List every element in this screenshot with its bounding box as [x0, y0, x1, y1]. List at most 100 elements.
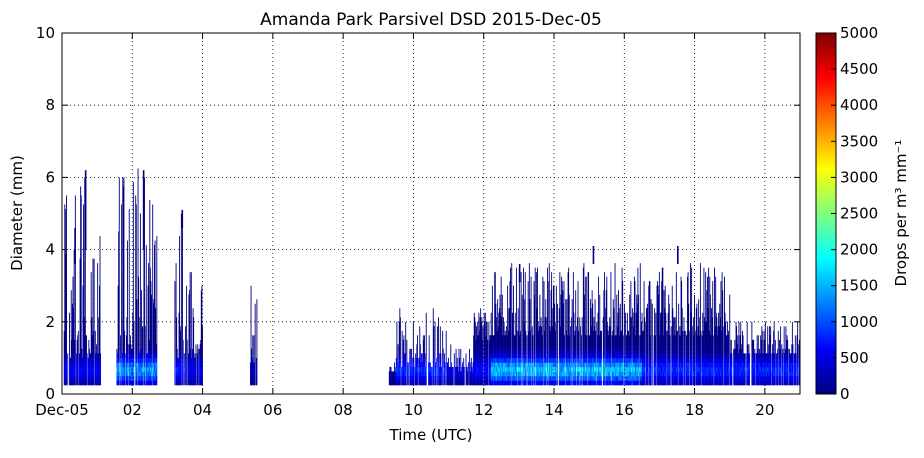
heatmap-cell — [412, 362, 414, 368]
heatmap-cell — [496, 339, 497, 345]
heatmap-cell — [144, 317, 145, 323]
heatmap-cell — [123, 272, 125, 277]
heatmap-cell — [97, 290, 99, 296]
heatmap-cell — [155, 353, 157, 359]
heatmap-cell — [515, 339, 517, 345]
heatmap-cell — [154, 312, 156, 318]
heatmap-cell — [197, 344, 199, 350]
heatmap-cell — [138, 375, 140, 381]
heatmap-cell — [496, 344, 497, 350]
heatmap-cell — [132, 199, 134, 205]
heatmap-cell — [484, 339, 486, 345]
heatmap-cell — [128, 281, 130, 286]
heatmap-cell — [509, 330, 511, 336]
heatmap-cell — [201, 321, 203, 327]
heatmap-cell — [156, 267, 158, 273]
heatmap-cell — [189, 375, 190, 381]
heatmap-cell — [253, 375, 255, 381]
heatmap-cell — [118, 281, 120, 286]
heatmap-cell — [477, 353, 479, 359]
heatmap-cell — [151, 312, 152, 318]
heatmap-cell — [419, 380, 421, 386]
heatmap-cell — [122, 222, 124, 228]
heatmap-cell — [87, 357, 89, 363]
heatmap-cell — [137, 308, 139, 314]
heatmap-cell — [483, 330, 485, 336]
heatmap-cell — [498, 321, 500, 327]
heatmap-cell — [154, 299, 155, 305]
heatmap-cell — [74, 380, 76, 386]
heatmap-cell — [73, 344, 75, 350]
heatmap-cell — [499, 348, 501, 354]
heatmap-cell — [388, 375, 390, 381]
heatmap-cell — [495, 321, 497, 327]
heatmap-cell — [152, 213, 154, 219]
heatmap-cell — [149, 326, 151, 332]
heatmap-cell — [489, 339, 490, 345]
heatmap-cell — [202, 375, 203, 381]
heatmap-cell — [98, 312, 100, 318]
heatmap-cell — [132, 245, 134, 250]
heatmap-cell — [129, 366, 131, 372]
heatmap-cell — [428, 375, 430, 381]
heatmap-cell — [98, 375, 100, 381]
heatmap-cell — [128, 303, 130, 309]
heatmap-cell — [412, 339, 414, 345]
heatmap-cell — [148, 339, 150, 345]
heatmap-cell — [63, 362, 65, 368]
heatmap-cell — [178, 326, 180, 332]
heatmap-cell — [480, 357, 482, 363]
heatmap-cell — [118, 236, 120, 241]
heatmap-cell — [390, 380, 391, 386]
heatmap-cell — [459, 375, 461, 381]
heatmap-cell — [96, 357, 98, 363]
heatmap-cell — [178, 339, 180, 345]
heatmap-cell — [141, 371, 143, 377]
heatmap-cell — [117, 375, 119, 381]
heatmap-cell — [471, 375, 473, 381]
heatmap-cell — [131, 357, 133, 363]
heatmap-cell — [119, 335, 121, 341]
heatmap-cell — [149, 330, 151, 336]
heatmap-cell — [457, 380, 459, 386]
heatmap-cell — [74, 375, 76, 381]
heatmap-cell — [154, 290, 155, 296]
heatmap-cell — [100, 353, 102, 359]
heatmap-cell — [503, 339, 504, 345]
heatmap-cell — [64, 240, 66, 246]
heatmap-cell — [458, 371, 460, 377]
heatmap-cell — [447, 375, 449, 381]
heatmap-cell — [463, 371, 465, 377]
heatmap-cell — [515, 353, 517, 359]
heatmap-cell — [123, 317, 125, 323]
heatmap-cell — [81, 348, 83, 354]
heatmap-cell — [434, 330, 436, 336]
heatmap-cell — [132, 240, 134, 246]
heatmap-cell — [499, 362, 501, 368]
heatmap-cell — [124, 339, 125, 345]
heatmap-cell — [66, 339, 67, 345]
heatmap-cell — [130, 375, 132, 381]
heatmap-cell — [391, 371, 393, 377]
heatmap-cell — [144, 371, 145, 377]
heatmap-cell — [463, 375, 465, 381]
heatmap-cell — [99, 317, 101, 323]
heatmap-cell — [117, 285, 119, 291]
heatmap-cell — [463, 380, 465, 386]
heatmap-cell — [92, 330, 94, 336]
heatmap-cell — [491, 335, 493, 341]
heatmap-cell — [253, 339, 255, 345]
heatmap-cell — [70, 339, 72, 345]
heatmap-cell — [122, 254, 124, 259]
heatmap-cell — [475, 339, 477, 345]
heatmap-cell — [455, 357, 457, 363]
heatmap-cell — [438, 375, 439, 381]
heatmap-cell — [447, 362, 449, 368]
heatmap-cell — [84, 249, 86, 255]
heatmap-cell — [479, 375, 480, 381]
heatmap-cell — [123, 195, 125, 201]
heatmap-cell — [122, 181, 124, 187]
heatmap-cell — [462, 375, 464, 381]
heatmap-cell — [494, 348, 496, 354]
heatmap-cell — [189, 339, 191, 345]
